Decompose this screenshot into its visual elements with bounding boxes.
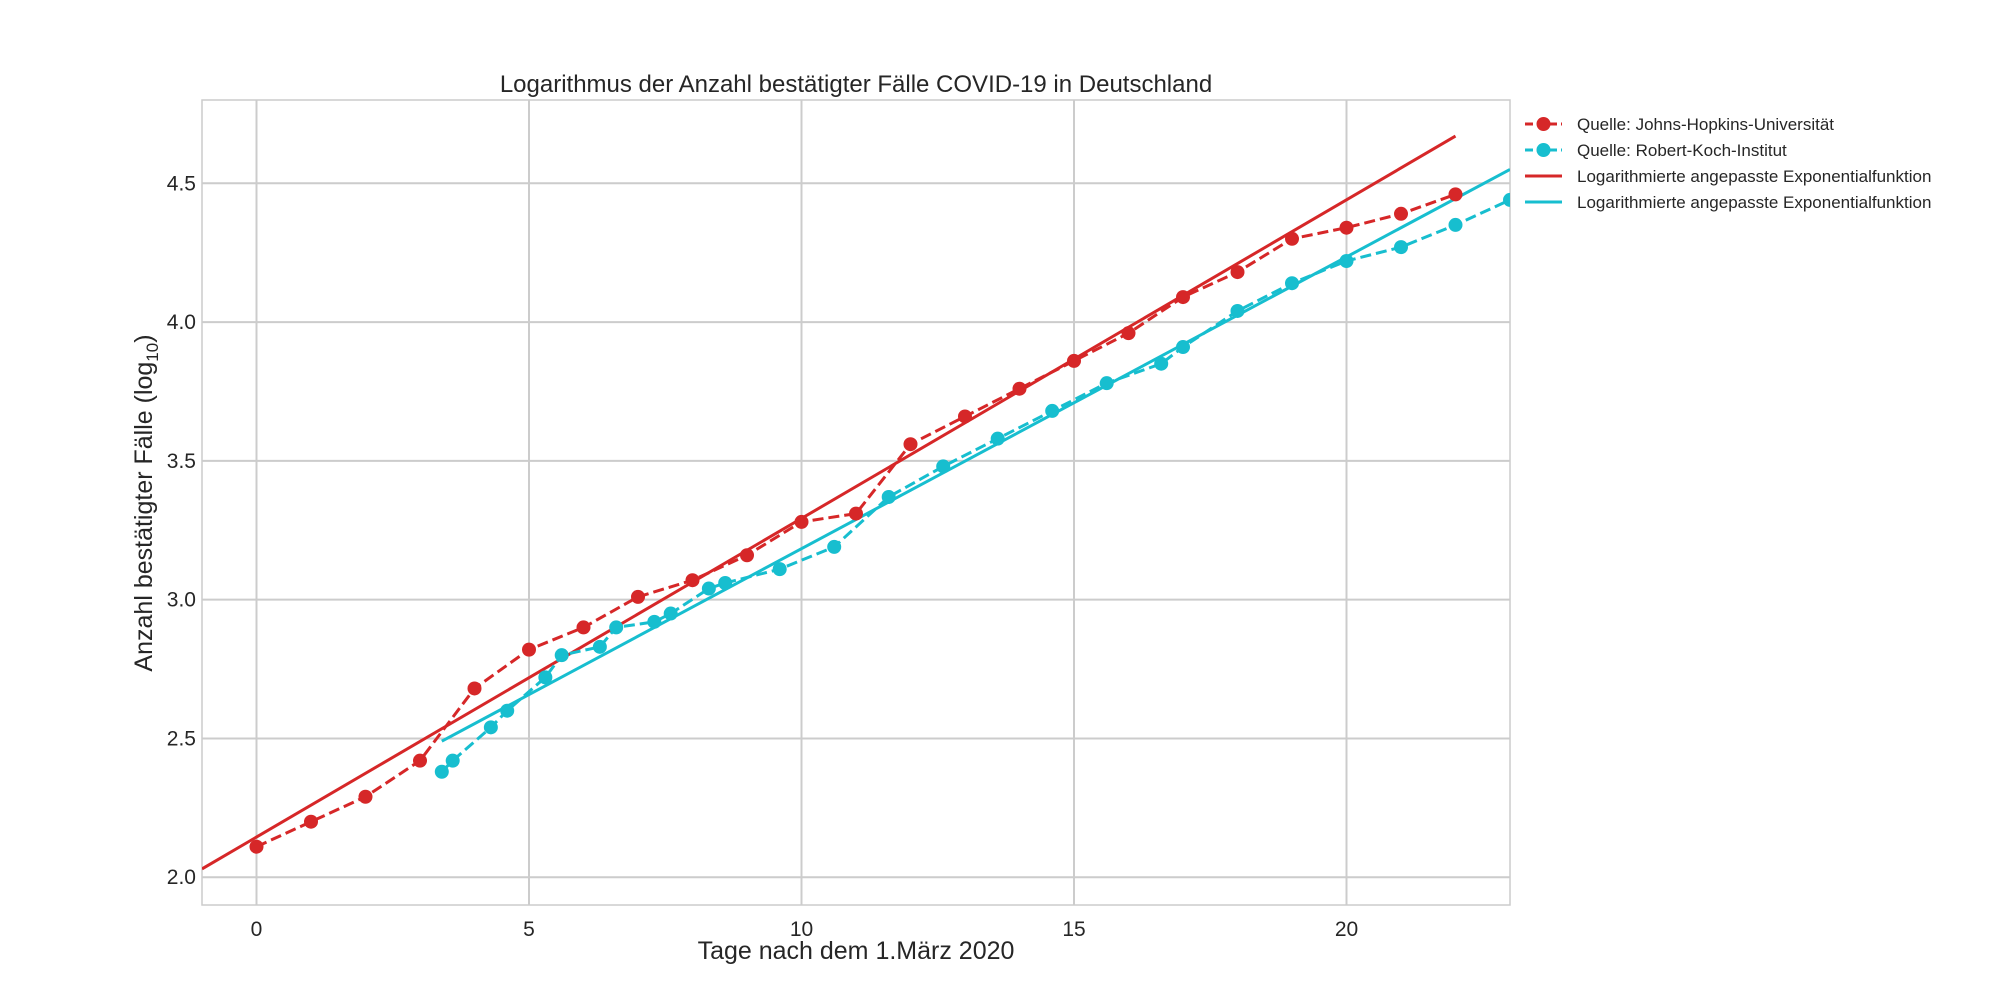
series-2-point (1154, 356, 1169, 371)
series-1-point (849, 506, 863, 521)
series-1-point (1230, 265, 1245, 280)
series-2-point (592, 639, 607, 654)
legend: Quelle: Johns-Hopkins-Universität Quelle:… (1525, 115, 1931, 212)
series-2-point (1503, 192, 1510, 207)
series-2-point (701, 581, 716, 596)
series-2-point (609, 620, 624, 635)
series-4-line (441, 168, 1510, 743)
series-1-point (576, 620, 591, 635)
series-2-point (663, 606, 678, 621)
legend-marker (1536, 143, 1551, 157)
series-2-point (1230, 303, 1245, 318)
series-1-point (1067, 353, 1081, 368)
y-axis-label: Anzahl bestätigter Fälle (log10) (130, 334, 162, 671)
legend-item: Logarithmierte angepasste Exponentialfun… (1525, 193, 1931, 212)
series-1-point (1176, 290, 1190, 305)
series-1-point (1394, 206, 1408, 221)
series-layer (202, 134, 1510, 871)
series-1-point (358, 789, 373, 804)
series-2-point (1176, 340, 1190, 355)
series-2-point (1285, 276, 1299, 291)
x-tick-label: 0 (251, 918, 263, 941)
legend-item: Quelle: Johns-Hopkins-Universität (1525, 115, 1834, 134)
series-1-point (740, 548, 754, 563)
series-2-point (1448, 217, 1463, 232)
series-1-point (522, 642, 536, 657)
series-2-point (772, 562, 787, 577)
series-1 (249, 187, 1463, 854)
series-2-point (538, 670, 553, 685)
series-2-point (1339, 254, 1354, 268)
x-tick-label: 5 (523, 918, 535, 941)
series-1-point (903, 437, 918, 452)
series-2-point (647, 614, 662, 629)
series-1-point (249, 839, 264, 854)
series-2-point (1099, 376, 1114, 391)
series-2-point (827, 539, 842, 554)
series-2-point (990, 431, 1005, 446)
y-tick-label: 3.0 (167, 589, 196, 612)
y-tick-label: 4.0 (167, 311, 196, 334)
series-1-point (631, 589, 645, 604)
series-1-point (685, 573, 700, 588)
series-1-point (467, 681, 482, 696)
series-2-point (500, 703, 515, 718)
legend-label: Quelle: Robert-Koch-Institut (1577, 141, 1787, 160)
y-tick-label: 2.0 (167, 866, 196, 889)
grid (202, 100, 1510, 905)
x-axis-label: Tage nach dem 1.März 2020 (698, 937, 1015, 965)
series-4 (441, 168, 1510, 743)
x-tick-label: 15 (1062, 918, 1085, 941)
series-2-point (434, 764, 449, 779)
series-2-point (1045, 403, 1060, 418)
legend-item: Quelle: Robert-Koch-Institut (1525, 141, 1787, 160)
y-tick-label: 4.5 (167, 172, 196, 195)
y-axis-label-subscript: 10 (143, 343, 162, 362)
series-1-point (413, 753, 427, 768)
series-1-point (1121, 326, 1136, 341)
series-1-line (255, 192, 1457, 849)
series-2-point (718, 576, 733, 590)
series-2-point (554, 648, 569, 663)
x-tick-label: 20 (1335, 918, 1358, 941)
y-tick-label: 2.5 (167, 727, 196, 750)
series-1-point (304, 814, 318, 829)
series-2 (434, 192, 1510, 779)
x-tick-label: 10 (790, 918, 813, 941)
series-2-point (881, 489, 896, 504)
series-1-point (794, 514, 809, 529)
series-2-point (483, 720, 498, 735)
chart-title: Logarithmus der Anzahl bestätigter Fälle… (500, 71, 1212, 98)
legend-label: Logarithmierte angepasste Exponentialfun… (1577, 167, 1931, 186)
axes: 0 5 10 15 20 2.0 2.5 3.0 3.5 4.0 4.5 (167, 172, 1358, 941)
series-2-point (445, 753, 460, 768)
series-1-point (1448, 187, 1463, 202)
series-2-point (936, 459, 951, 474)
series-3-line (202, 134, 1457, 871)
legend-label: Logarithmierte angepasste Exponentialfun… (1577, 193, 1931, 212)
series-1-point (958, 409, 972, 424)
series-1-point (1012, 381, 1027, 396)
legend-marker (1536, 117, 1551, 131)
y-tick-label: 3.5 (167, 450, 196, 473)
series-1-point (1339, 220, 1354, 235)
legend-label: Quelle: Johns-Hopkins-Universität (1577, 115, 1834, 134)
series-3 (202, 134, 1457, 871)
legend-item: Logarithmierte angepasste Exponentialfun… (1525, 167, 1931, 186)
plot-area-frame (201, 99, 1511, 906)
series-1-point (1285, 231, 1299, 246)
y-axis-label-main: Anzahl bestätigter Fälle (log (130, 362, 158, 672)
y-axis-label-tail: ) (130, 334, 158, 342)
series-2-point (1394, 240, 1408, 255)
